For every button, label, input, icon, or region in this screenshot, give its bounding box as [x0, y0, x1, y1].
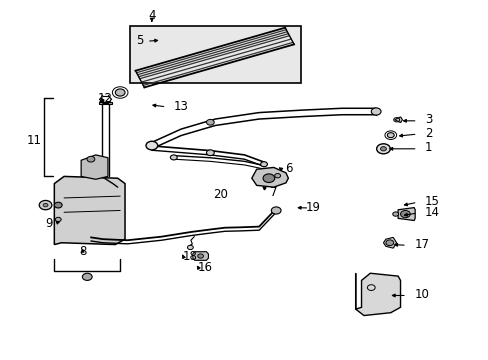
Circle shape: [197, 254, 203, 258]
Text: 2: 2: [424, 127, 431, 140]
Bar: [130, 26, 300, 83]
Polygon shape: [355, 273, 400, 316]
Circle shape: [386, 133, 393, 138]
Circle shape: [274, 174, 280, 178]
Circle shape: [39, 201, 52, 210]
Polygon shape: [394, 117, 402, 123]
Circle shape: [385, 240, 393, 246]
Circle shape: [206, 120, 214, 125]
Polygon shape: [251, 167, 288, 187]
Polygon shape: [397, 208, 414, 221]
Text: 17: 17: [413, 238, 428, 251]
Text: 6: 6: [284, 162, 291, 175]
Circle shape: [376, 144, 389, 154]
Text: 10: 10: [413, 288, 428, 301]
Text: 13: 13: [173, 100, 188, 113]
Circle shape: [87, 156, 95, 162]
Text: 11: 11: [26, 134, 41, 147]
Text: 19: 19: [305, 202, 320, 215]
Circle shape: [260, 162, 267, 167]
Text: 3: 3: [424, 113, 431, 126]
Polygon shape: [54, 176, 125, 244]
Text: 12: 12: [98, 92, 113, 105]
Text: 4: 4: [148, 9, 155, 22]
Circle shape: [206, 150, 214, 156]
Circle shape: [170, 155, 177, 160]
Text: 20: 20: [212, 188, 227, 201]
Text: 16: 16: [198, 261, 213, 274]
Text: 14: 14: [424, 206, 439, 219]
Circle shape: [380, 147, 386, 151]
Polygon shape: [192, 252, 208, 260]
Circle shape: [43, 203, 48, 207]
Text: 15: 15: [424, 195, 439, 208]
Circle shape: [55, 217, 61, 222]
Text: 18: 18: [182, 249, 197, 262]
Circle shape: [82, 273, 92, 280]
Circle shape: [400, 211, 409, 218]
Polygon shape: [383, 237, 396, 248]
Text: 8: 8: [79, 244, 86, 257]
Circle shape: [115, 89, 125, 96]
Circle shape: [392, 212, 398, 216]
Circle shape: [146, 141, 158, 150]
Circle shape: [54, 202, 62, 208]
Text: 5: 5: [136, 34, 143, 48]
Text: 1: 1: [424, 141, 431, 154]
Circle shape: [187, 245, 193, 249]
Text: 9: 9: [45, 216, 53, 230]
Circle shape: [271, 207, 281, 214]
Circle shape: [263, 174, 274, 183]
Polygon shape: [99, 102, 112, 104]
Circle shape: [370, 108, 380, 115]
Polygon shape: [81, 155, 108, 179]
Text: 7: 7: [269, 186, 277, 199]
